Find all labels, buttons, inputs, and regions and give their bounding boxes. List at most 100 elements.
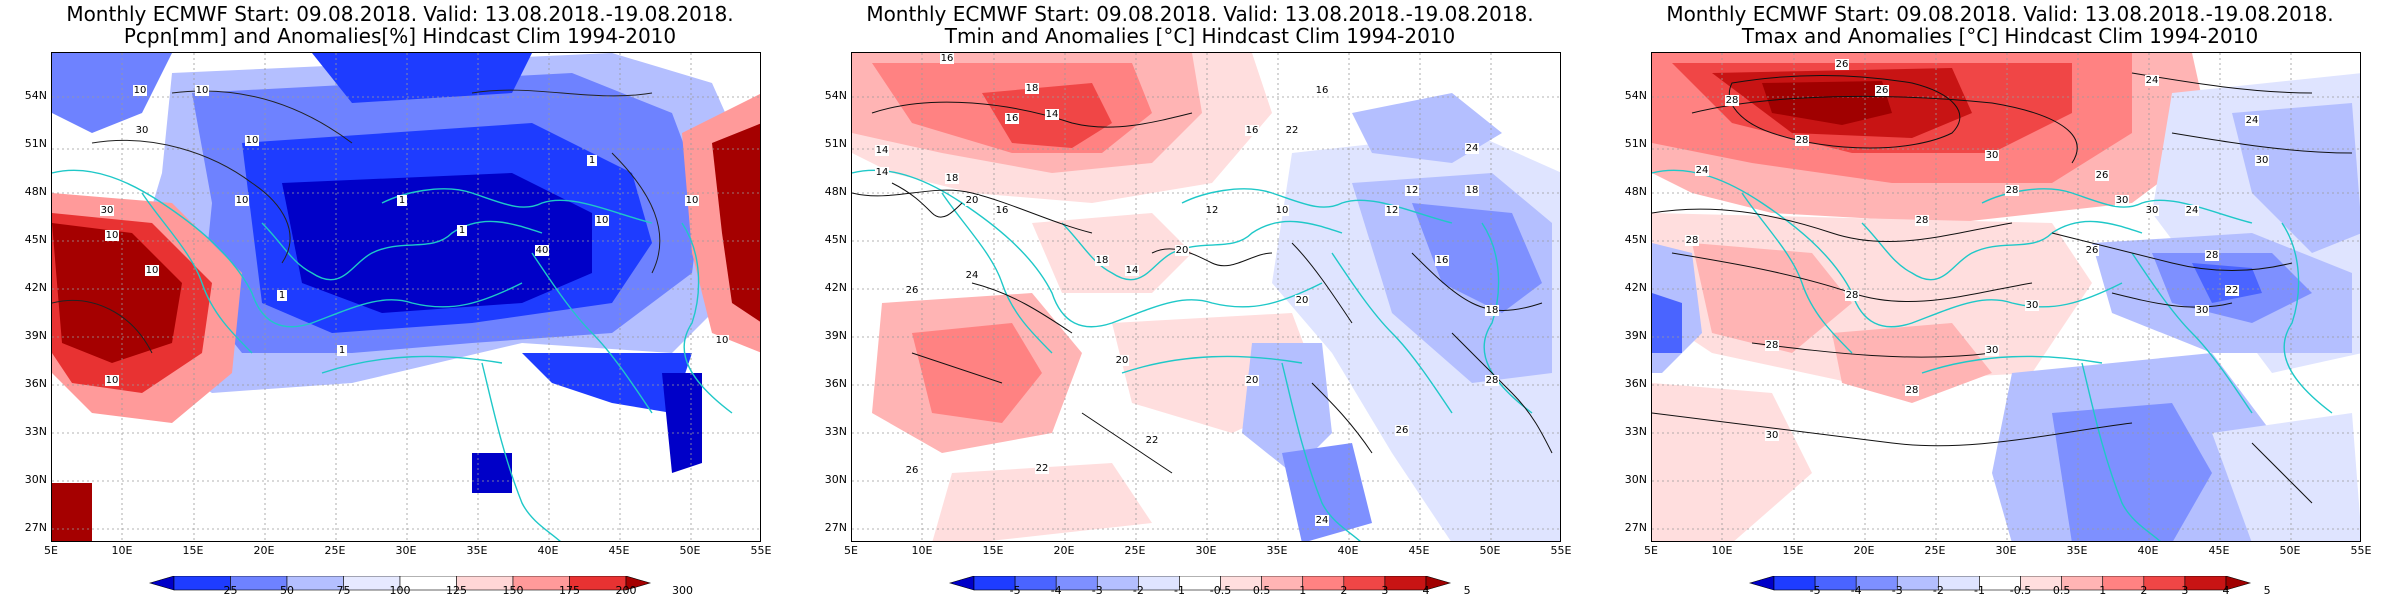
contour-label: 28 <box>1796 135 1809 146</box>
contour-label: 30 <box>1986 150 1999 161</box>
colorbar-tick-label: -1 <box>1973 584 1985 597</box>
map-frame: 24 26 28 26 24 24 28 30 30 26 28 30 24 3… <box>1651 52 2361 542</box>
contour-label: 16 <box>1246 125 1259 136</box>
contour-label: 24 <box>1316 515 1329 526</box>
colorbar-tick-label: -5 <box>1809 584 1821 597</box>
colorbar-arrow-low <box>948 576 975 591</box>
tmax-anomaly-map: 24 26 28 26 24 24 28 30 30 26 28 30 24 3… <box>1652 53 2360 541</box>
contour-label: 18 <box>946 173 959 184</box>
colorbar-tick-label: -0.5 <box>1209 584 1232 597</box>
lon-tick-label: 45E <box>2208 544 2230 557</box>
contour-label: 16 <box>941 53 954 64</box>
contour-label: 22 <box>2226 285 2239 296</box>
lat-tick-label: 39N <box>24 329 47 342</box>
contour-label: 16 <box>1316 85 1329 96</box>
colorbar-tick-label: 5 <box>1463 584 1471 597</box>
contour-label: 30 <box>2026 300 2039 311</box>
contour-label: 10 <box>106 375 119 386</box>
contour-label: 22 <box>1036 463 1049 474</box>
panel-tmax: Monthly ECMWF Start: 09.08.2018. Valid: … <box>1600 0 2400 600</box>
contour-label: 20 <box>1116 355 1129 366</box>
lon-tick-label: 40E <box>2137 544 2159 557</box>
colorbar-arrow-high <box>625 576 652 591</box>
lon-tick-label: 55E <box>2350 544 2372 557</box>
lon-tick-label: 50E <box>679 544 701 557</box>
colorbar-tick-label: 4 <box>1422 584 1430 597</box>
lon-tick-label: 5E <box>844 544 858 557</box>
colorbar-tick-label: 3 <box>2181 584 2189 597</box>
panel-title-line2: Tmin and Anomalies [°C] Hindcast Clim 19… <box>944 24 1456 48</box>
contour-label: 28 <box>1726 95 1739 106</box>
contour-label: 24 <box>2246 115 2259 126</box>
contour-label: 28 <box>1916 215 1929 226</box>
map-frame: 10 10 10 30 1 1 1 10 10 40 1 10 30 10 1 … <box>51 52 761 542</box>
colorbar-tick-label: 125 <box>446 584 467 597</box>
contour-label: 10 <box>146 265 159 276</box>
panel-title-line2: Tmax and Anomalies [°C] Hindcast Clim 19… <box>1741 24 2259 48</box>
contour-label: 10 <box>106 230 119 241</box>
colorbar-tick-label: 3 <box>1381 584 1389 597</box>
colorbar-tick-label: -4 <box>1050 584 1062 597</box>
contour-label: 24 <box>2146 75 2159 86</box>
colorbar-tick-label: -4 <box>1850 584 1862 597</box>
colorbar-tick-label: 1 <box>1299 584 1307 597</box>
panel-precipitation: Monthly ECMWF Start: 09.08.2018. Valid: … <box>0 0 800 600</box>
lat-tick-label: 42N <box>824 281 847 294</box>
contour-label: 10 <box>1276 205 1289 216</box>
lat-tick-label: 36N <box>824 377 847 390</box>
lon-tick-label: 50E <box>2279 544 2301 557</box>
lat-tick-label: 36N <box>24 377 47 390</box>
contour-label: 30 <box>2196 305 2209 316</box>
colorbar-tick-label: 175 <box>559 584 580 597</box>
contour-label: 12 <box>1206 205 1219 216</box>
contour-label: 24 <box>1696 165 1709 176</box>
lon-tick-label: 35E <box>466 544 488 557</box>
colorbar-tick-label: 0.5 <box>1252 584 1271 597</box>
lat-tick-label: 27N <box>824 521 847 534</box>
panel-tmin: Monthly ECMWF Start: 09.08.2018. Valid: … <box>800 0 1600 600</box>
lat-tick-label: 33N <box>824 425 847 438</box>
lat-tick-label: 48N <box>1624 185 1647 198</box>
contour-label: 14 <box>876 145 889 156</box>
contour-label: 10 <box>246 135 259 146</box>
contour-label: 16 <box>1436 255 1449 266</box>
colorbar-arrow-low <box>1748 576 1775 591</box>
lat-tick-label: 48N <box>24 185 47 198</box>
contour-label: 26 <box>1836 59 1849 70</box>
lat-tick-label: 45N <box>24 233 47 246</box>
lon-tick-label: 25E <box>1924 544 1946 557</box>
lat-tick-label: 51N <box>1624 137 1647 150</box>
lat-tick-label: 30N <box>24 473 47 486</box>
contour-label: 30 <box>2146 205 2159 216</box>
panel-title-line1: Monthly ECMWF Start: 09.08.2018. Valid: … <box>66 2 734 26</box>
colorbar-tick-label: 75 <box>336 584 351 597</box>
lon-tick-label: 5E <box>1644 544 1658 557</box>
contour-label: 28 <box>1486 375 1499 386</box>
lon-tick-label: 15E <box>982 544 1004 557</box>
contour-label: 24 <box>966 270 979 281</box>
colorbar-tick-label: 50 <box>280 584 294 597</box>
contour-label: 16 <box>1006 113 1019 124</box>
lon-tick-label: 10E <box>1711 544 1733 557</box>
lat-tick-label: 51N <box>824 137 847 150</box>
panel-title-line2: Pcpn[mm] and Anomalies[%] Hindcast Clim … <box>123 24 677 48</box>
lat-tick-label: 30N <box>1624 473 1647 486</box>
contour-label: 28 <box>1766 340 1779 351</box>
contour-label: 1 <box>459 225 465 236</box>
contour-label: 1 <box>399 195 405 206</box>
lat-tick-label: 33N <box>24 425 47 438</box>
lon-tick-label: 35E <box>1266 544 1288 557</box>
colorbar-tick-label: 5 <box>2263 584 2271 597</box>
contour-label: 12 <box>1406 185 1419 196</box>
lon-tick-label: 50E <box>1479 544 1501 557</box>
lat-tick-label: 39N <box>1624 329 1647 342</box>
contour-label: 26 <box>1396 425 1409 436</box>
colorbar-tick-label: 100 <box>389 584 411 597</box>
lon-tick-label: 10E <box>111 544 133 557</box>
lon-tick-label: 30E <box>395 544 417 557</box>
lat-tick-label: 42N <box>1624 281 1647 294</box>
lon-tick-label: 40E <box>1337 544 1359 557</box>
lon-tick-label: 55E <box>750 544 772 557</box>
colorbar-swatches <box>1748 576 2252 591</box>
contour-label: 30 <box>1986 345 1999 356</box>
